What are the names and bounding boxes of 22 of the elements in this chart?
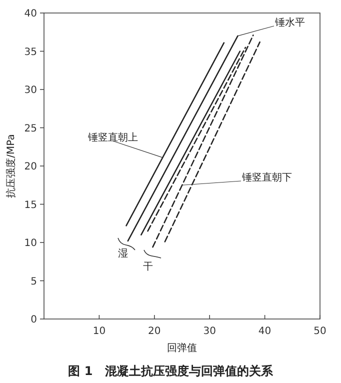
y-tick-label: 35 xyxy=(24,46,37,58)
annotation: 锤竖直朝上 xyxy=(87,132,138,144)
x-tick-label: 50 xyxy=(314,326,326,337)
annotation: 湿 xyxy=(118,248,128,260)
x-tick-label: 10 xyxy=(92,326,106,337)
x-tick-label: 40 xyxy=(258,326,272,337)
y-tick-label: 5 xyxy=(30,276,37,288)
y-tick-label: 30 xyxy=(24,85,37,96)
x-tick-label: 20 xyxy=(148,326,161,337)
x-axis-title: 回弹值 xyxy=(167,342,197,354)
x-tick-label: 30 xyxy=(203,326,216,337)
annotation: 锤水平 xyxy=(274,16,305,28)
annotation: 锤竖直朝下 xyxy=(241,172,292,184)
y-axis-title: 抗压强度/MPa xyxy=(5,134,17,198)
y-tick-label: 15 xyxy=(24,200,37,211)
annotation: 干 xyxy=(143,262,153,272)
y-tick-label: 40 xyxy=(24,8,37,20)
y-tick-label: 10 xyxy=(24,238,37,249)
y-tick-label: 20 xyxy=(24,162,37,172)
y-tick-label: 25 xyxy=(24,123,37,134)
y-tick-label: 0 xyxy=(30,314,37,326)
text: 图 1 混凝土抗压强度与回弹值的关系 xyxy=(68,364,274,378)
